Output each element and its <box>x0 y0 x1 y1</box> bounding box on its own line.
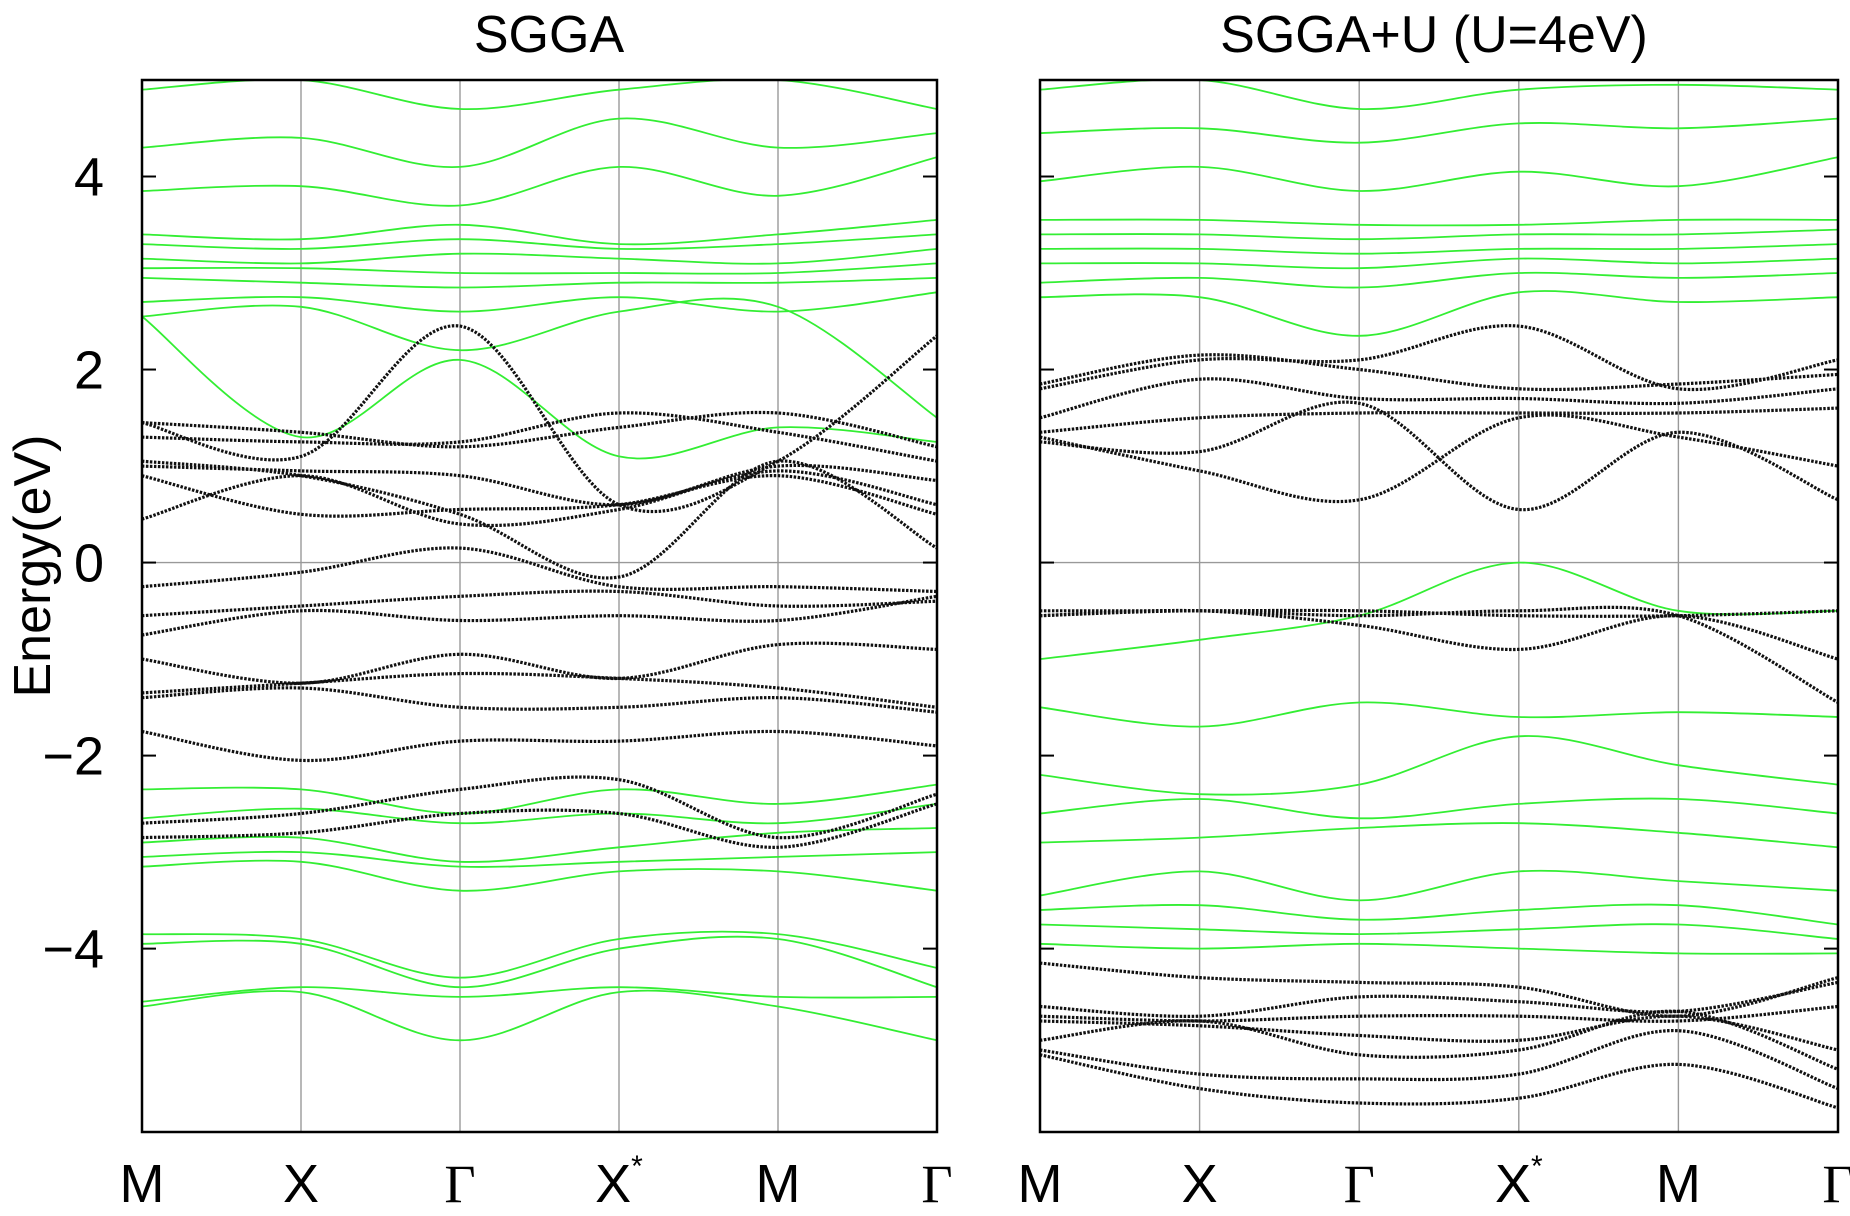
band-line-black <box>142 671 937 709</box>
x-tick-label: M <box>1656 1154 1701 1214</box>
band-line-green <box>142 850 937 868</box>
band-line-green <box>1040 117 1838 144</box>
band-line-black <box>142 324 937 514</box>
band-line-green <box>1040 228 1838 241</box>
band-line-green <box>1040 271 1838 289</box>
band-line-black <box>142 474 937 518</box>
band-line-black <box>142 463 937 507</box>
sgga-title: SGGA <box>474 6 625 64</box>
band-line-black <box>1040 1014 1838 1052</box>
x-tick-label: X <box>1182 1154 1218 1214</box>
band-line-black <box>142 411 937 463</box>
band-line-green <box>142 219 937 246</box>
band-line-black <box>1040 413 1838 504</box>
band-line-green <box>142 297 937 419</box>
x-tick-label: M <box>1018 1154 1063 1214</box>
y-tick-label: 2 <box>74 341 104 401</box>
band-line-green <box>1040 869 1838 902</box>
band-line-black <box>1040 1053 1838 1110</box>
y-tick-label: −2 <box>42 727 104 787</box>
band-line-black <box>1040 605 1838 704</box>
band-line-green <box>142 156 937 207</box>
sgga-u-title: SGGA+U (U=4eV) <box>1220 6 1648 64</box>
x-tick-label: M <box>756 1154 801 1214</box>
x-tick-label: X <box>283 1154 319 1214</box>
band-line-black <box>142 546 937 594</box>
x-tick-label: Γ <box>921 1154 952 1214</box>
band-line-green <box>1040 156 1838 192</box>
plot-frame <box>140 78 939 1134</box>
band-line-green <box>142 262 937 275</box>
band-line-black <box>142 775 937 840</box>
band-line-black <box>1040 608 1838 618</box>
band-line-green <box>1040 290 1838 337</box>
band-line-green <box>142 935 937 989</box>
y-tick-label: −4 <box>42 920 104 980</box>
sgga-u-panel: M X Γ X* M Γ <box>1018 78 1850 1214</box>
sgga-panel: −4 −2 0 2 4 M X Γ X* M Γ <box>42 78 953 1214</box>
band-line-green <box>1040 822 1838 849</box>
band-line-green <box>1040 903 1838 926</box>
band-line-green <box>1040 797 1838 820</box>
band-line-green <box>1040 942 1838 955</box>
band-line-black <box>142 410 937 449</box>
x-tick-label: Γ <box>1822 1154 1850 1214</box>
x-tick-label: Γ <box>1344 1154 1375 1214</box>
band-line-black <box>1040 1009 1838 1071</box>
x-tick-label: X* <box>1495 1150 1543 1214</box>
band-line-green <box>142 783 937 815</box>
x-tick-label: X* <box>595 1150 643 1214</box>
y-tick-label: 4 <box>74 148 104 208</box>
band-line-green <box>142 315 937 460</box>
band-line-green <box>142 859 937 892</box>
band-line-black <box>142 641 937 685</box>
band-line-green <box>1040 257 1838 270</box>
band-line-green <box>142 986 937 1003</box>
band-line-green <box>142 827 937 863</box>
band-line-green <box>142 117 937 168</box>
band-line-green <box>142 277 937 289</box>
band-line-green <box>1040 218 1838 227</box>
band-line-black <box>1040 980 1838 1018</box>
band-line-black <box>1040 608 1838 661</box>
band-line-green <box>1040 923 1838 940</box>
band-line-black <box>142 589 937 618</box>
band-line-black <box>1040 324 1838 392</box>
plot-frame <box>1038 78 1840 1134</box>
band-line-green <box>142 930 937 979</box>
band-line-green <box>1040 80 1838 110</box>
band-line-black <box>142 729 937 763</box>
y-tick-label: 0 <box>74 534 104 594</box>
band-line-black <box>1040 406 1838 434</box>
band-line-green <box>1040 243 1838 255</box>
band-line-green <box>1040 701 1838 728</box>
band-line-green <box>1040 735 1838 796</box>
band-line-black <box>1040 1029 1838 1091</box>
band-line-green <box>142 233 937 250</box>
y-axis-label: Energy(eV) <box>4 435 62 698</box>
band-line-green <box>142 803 937 825</box>
band-line-black <box>142 469 937 528</box>
band-line-green <box>1040 561 1838 660</box>
band-line-green <box>142 291 937 313</box>
band-line-green <box>142 80 937 110</box>
band-line-green <box>142 989 937 1042</box>
x-tick-label: M <box>120 1154 165 1214</box>
band-line-black <box>1040 377 1838 420</box>
x-tick-label: Γ <box>444 1154 475 1214</box>
band-line-black <box>1040 400 1838 512</box>
band-line-black <box>142 686 937 714</box>
band-line-black <box>142 802 937 849</box>
band-line-black <box>142 459 937 580</box>
band-line-green <box>142 248 937 265</box>
band-line-black <box>142 594 937 637</box>
